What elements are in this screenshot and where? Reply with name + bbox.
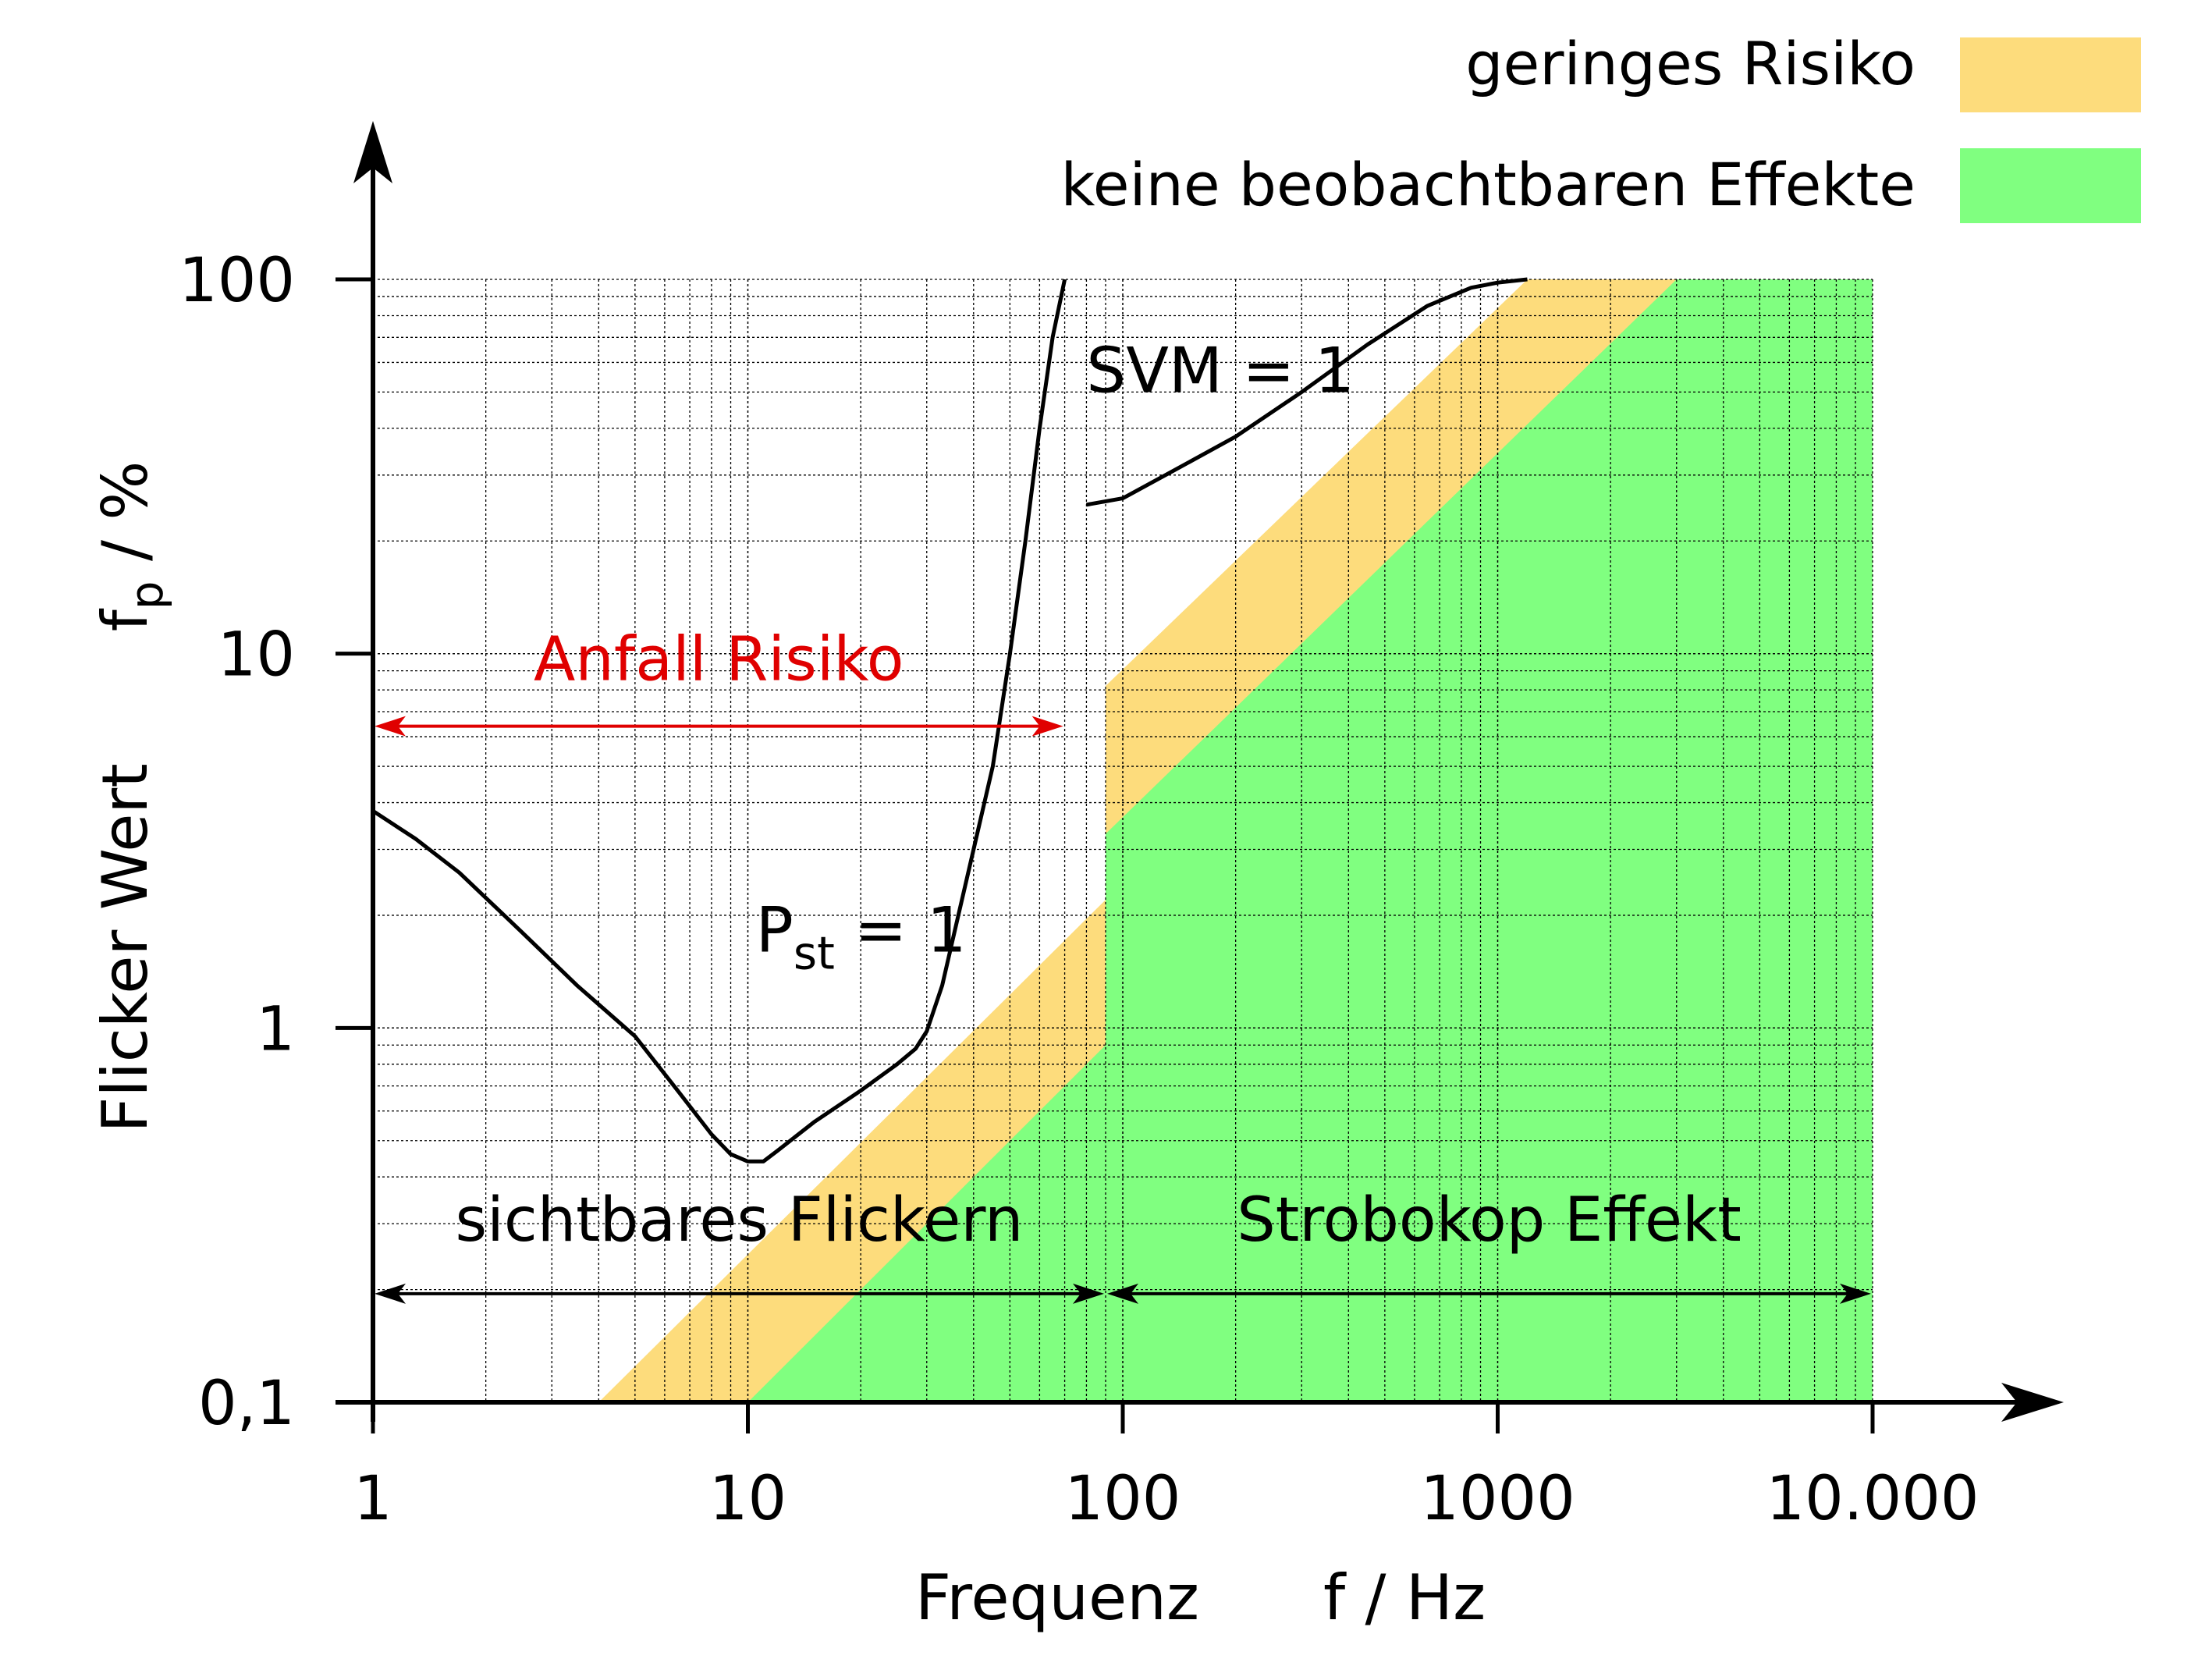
curve-0 (371, 279, 1067, 1163)
legend-label-low-risk: geringes Risiko (1465, 29, 1916, 98)
axes (336, 156, 2029, 1422)
x-axis-label-unit: f / Hz (1323, 1561, 1486, 1634)
risk-regions (598, 279, 1873, 1402)
legend: geringes Risiko keine beobachtbaren Effe… (1060, 29, 2141, 223)
legend-swatch-low-risk (1960, 37, 2141, 112)
y-tick-label: 1 (256, 994, 295, 1064)
curve-label-1: SVM = 1 (1086, 334, 1354, 407)
curve-label-0: Pst = 1 (756, 893, 967, 979)
axis-ticks: 1 10 100 1000 10.000 0,1 1 10 100 (179, 246, 1979, 1534)
annotation-label-2: Strobokop Effekt (1237, 1185, 1742, 1256)
annotation-arrowhead-left-1 (375, 1283, 406, 1304)
x-tick-label: 1 (353, 1464, 392, 1534)
x-tick-label: 1000 (1420, 1464, 1575, 1534)
y-tick-label: 0,1 (198, 1369, 295, 1439)
annotation-arrowhead-left-2 (1107, 1283, 1139, 1304)
y-axis-label-name: Flicker Wert (89, 763, 162, 1132)
x-axis-arrowhead (2001, 1383, 2064, 1422)
x-axis-label-name: Frequenz (915, 1561, 1199, 1634)
region-1 (747, 279, 1873, 1402)
annotation-label-1: sichtbares Flickern (456, 1185, 1024, 1256)
x-tick-label: 100 (1065, 1464, 1181, 1534)
annotation-arrowhead-right-0 (1031, 716, 1063, 737)
annotations: Anfall Risiko sichtbares Flickern Stroboko… (375, 625, 1871, 1304)
curve-1 (1085, 277, 1528, 507)
y-tick-label: 10 (218, 620, 295, 691)
x-tick-label: 10.000 (1766, 1464, 1979, 1534)
annotation-arrowhead-right-1 (1073, 1283, 1105, 1304)
x-tick-label: 10 (709, 1464, 786, 1534)
annotation-arrowhead-left-0 (375, 716, 406, 737)
curves: Pst = 1 SVM = 1 (371, 277, 1528, 1163)
y-axis-label-unit: fp / % (89, 461, 173, 632)
y-tick-label: 100 (179, 246, 295, 316)
annotation-arrowhead-right-2 (1840, 1283, 1871, 1304)
legend-swatch-no-effects (1960, 148, 2141, 223)
grid (373, 279, 1873, 1402)
legend-label-no-effects: keine beobachtbaren Effekte (1060, 150, 1916, 219)
y-axis-arrowhead (353, 121, 392, 183)
annotation-label-0: Anfall Risiko (534, 625, 904, 695)
